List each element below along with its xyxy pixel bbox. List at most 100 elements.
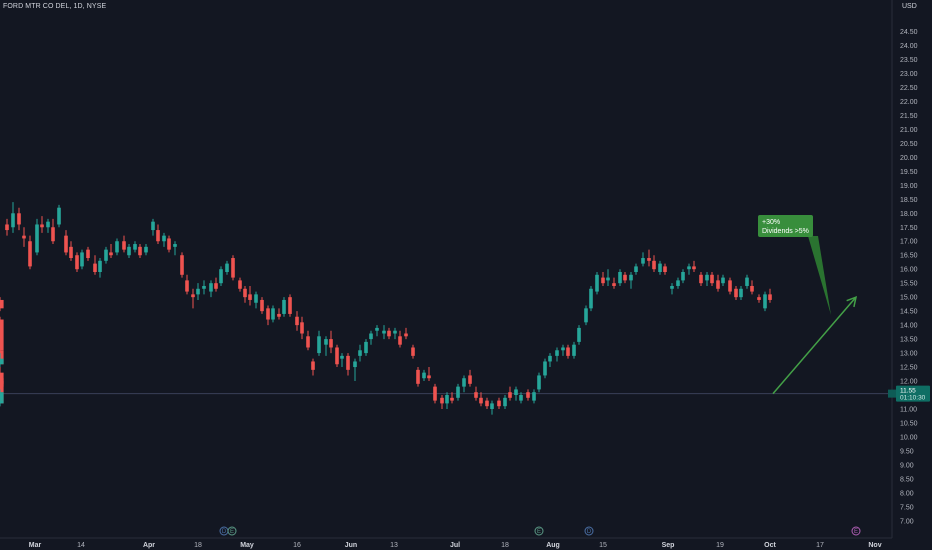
price-tick-label: 17.00 — [900, 239, 918, 246]
event-marker[interactable]: E — [851, 526, 861, 536]
candle-body — [51, 227, 55, 242]
candle-body — [295, 316, 299, 326]
candle-body — [710, 274, 714, 284]
candle — [440, 395, 444, 409]
candle-body — [468, 375, 472, 384]
price-tick-label: 10.50 — [900, 420, 918, 427]
candle — [705, 272, 709, 286]
callout-text-line1: +30% — [762, 219, 780, 226]
candle-body — [393, 330, 397, 334]
time-tick-day: 18 — [194, 542, 202, 549]
candle — [167, 235, 171, 253]
candle — [219, 266, 223, 286]
candle — [676, 277, 680, 289]
price-tick-label: 16.00 — [900, 267, 918, 274]
candle-body — [35, 224, 39, 253]
candle-body — [17, 213, 21, 225]
event-marker[interactable]: D — [584, 526, 594, 536]
candle-body — [254, 294, 258, 303]
candle — [238, 277, 242, 292]
drawings-layer[interactable]: +30% Dividends >5% — [758, 215, 858, 395]
candle-body — [364, 341, 368, 354]
price-tick-label: 22.50 — [900, 85, 918, 92]
candle — [566, 344, 570, 359]
candle-body — [93, 263, 97, 272]
candle-body — [641, 258, 645, 264]
candle — [663, 263, 667, 275]
candle-body — [266, 308, 270, 320]
candle — [543, 358, 547, 379]
candle — [699, 272, 703, 286]
candle — [248, 285, 252, 306]
candle — [641, 252, 645, 267]
candle-body — [133, 244, 137, 250]
candle — [295, 311, 299, 331]
price-tick-label: 7.00 — [900, 518, 914, 525]
candle — [572, 341, 576, 359]
candle — [306, 330, 310, 351]
time-tick-month: Jul — [450, 542, 460, 549]
candle — [138, 244, 142, 259]
candle — [497, 397, 501, 409]
candle-body — [156, 230, 160, 242]
price-tick-label: 15.00 — [900, 295, 918, 302]
event-marker-label: E — [854, 529, 858, 535]
candle-body — [422, 372, 426, 379]
candle — [687, 263, 691, 275]
candle-body — [508, 392, 512, 398]
candle-body — [115, 241, 119, 253]
event-marker[interactable]: E — [534, 526, 544, 536]
candle-body — [162, 235, 166, 242]
candle — [317, 330, 321, 356]
candle-body — [763, 294, 767, 309]
candle-body — [526, 392, 530, 398]
candle — [514, 386, 518, 401]
candle-body — [214, 283, 218, 289]
candle-body — [243, 288, 247, 298]
last-price-box — [896, 385, 930, 402]
candle-body — [288, 297, 292, 314]
currency-label: USD — [902, 3, 917, 10]
candle-body — [282, 299, 286, 314]
candle — [561, 344, 565, 356]
candle — [652, 255, 656, 272]
candle-body — [555, 350, 559, 356]
candle — [658, 260, 662, 275]
candle — [490, 400, 494, 415]
candle — [647, 249, 651, 267]
candle-body — [219, 269, 223, 284]
candle-body — [532, 392, 536, 401]
time-tick-month: May — [240, 542, 254, 549]
time-axis[interactable]: Mar 14 Apr 18 May 16 Jun 13 Jul 18 Aug 15 Sep 19 Oct 17… — [29, 542, 882, 549]
projection-arrow[interactable] — [772, 295, 858, 395]
candle — [584, 305, 588, 326]
candle — [346, 353, 350, 376]
price-axis[interactable]: 7.00 7.50 8.00 8.50 9.00 9.50 10.00 10.50 11.00 1… — [900, 29, 918, 525]
event-marker[interactable]: D — [219, 526, 229, 536]
candle-body — [317, 336, 321, 354]
candle — [734, 285, 738, 300]
candle — [537, 372, 541, 393]
candle — [768, 288, 772, 303]
candle-body — [0, 400, 4, 404]
candle-body — [456, 386, 460, 398]
candle — [185, 274, 189, 295]
candle-body — [584, 308, 588, 323]
candle — [358, 344, 362, 362]
candle-body — [69, 246, 73, 259]
price-tick-label: 16.50 — [900, 253, 918, 260]
candle — [422, 369, 426, 382]
price-tick-label: 22.00 — [900, 99, 918, 106]
candle-body — [271, 308, 275, 320]
candle — [728, 277, 732, 295]
candle — [64, 230, 68, 256]
candle — [710, 272, 714, 286]
candle — [445, 392, 449, 409]
candle — [427, 367, 431, 382]
candle — [214, 277, 218, 292]
event-marker[interactable]: E — [227, 526, 237, 536]
annotation-callout[interactable]: +30% Dividends >5% — [758, 215, 831, 315]
callout-text-line2: Dividends >5% — [762, 228, 809, 235]
candle — [601, 272, 605, 286]
